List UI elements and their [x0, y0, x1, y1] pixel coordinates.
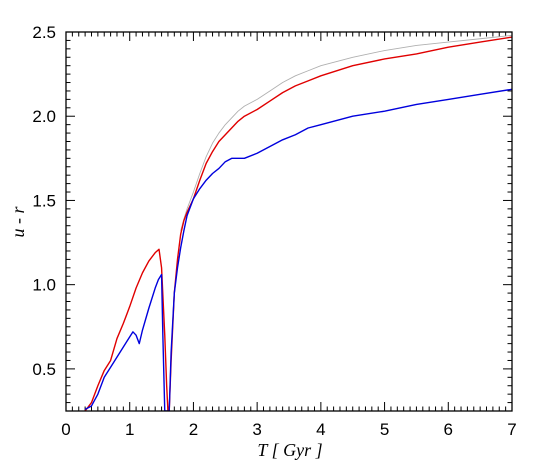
x-tick-label: 3 — [252, 420, 261, 439]
series-line — [84, 36, 512, 411]
y-tick-label: 2.5 — [32, 23, 56, 42]
x-tick-label: 6 — [444, 420, 453, 439]
series-line — [180, 34, 512, 231]
y-tick-label: 1.5 — [32, 191, 56, 210]
series-group — [84, 34, 512, 411]
x-axis-label: T [ Gyr ] — [257, 440, 322, 460]
series-line — [84, 88, 512, 411]
x-tick-label: 5 — [380, 420, 389, 439]
x-tick-label: 1 — [125, 420, 134, 439]
y-axis-label: u - r — [8, 206, 28, 238]
y-tick-label: 2.0 — [32, 107, 56, 126]
plot-frame — [65, 31, 513, 412]
y-tick-label: 1.0 — [32, 276, 56, 295]
y-tick-label: 0.5 — [32, 360, 56, 379]
x-tick-label: 0 — [61, 420, 70, 439]
x-tick-label: 4 — [316, 420, 325, 439]
x-tick-label: 7 — [507, 420, 516, 439]
tick-labels: 0 1 2 3 4 5 6 7 0.5 1.0 1.5 2.0 2.5 — [32, 23, 516, 439]
x-tick-label: 2 — [189, 420, 198, 439]
